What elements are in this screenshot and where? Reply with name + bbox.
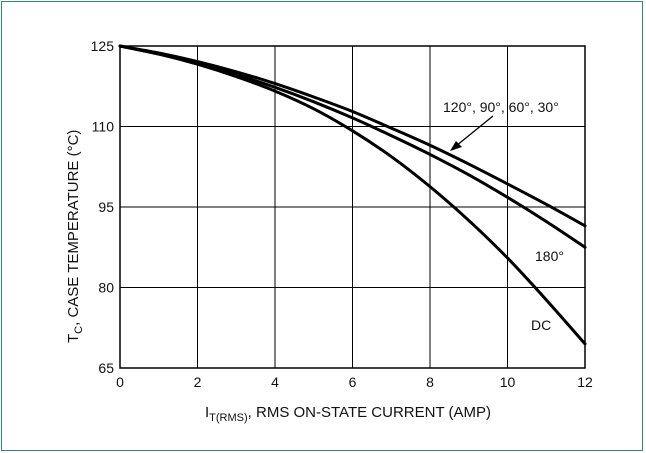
y-axis-title-main: T xyxy=(65,334,82,343)
annotation-arrowhead xyxy=(450,141,462,151)
y-axis-title-rest: , CASE TEMPERATURE (°C) xyxy=(65,130,82,326)
series-line-3 xyxy=(118,44,587,346)
x-tick-label: 6 xyxy=(349,374,357,390)
tick-labels: 0 2 4 6 8 10 12 65 80 95 110 125 xyxy=(91,38,593,390)
series-line-1 xyxy=(118,44,587,228)
y-tick-label: 95 xyxy=(98,199,114,215)
x-tick-label: 4 xyxy=(271,374,279,390)
y-tick-label: 80 xyxy=(98,280,114,296)
x-axis-title-main: I xyxy=(205,404,209,421)
x-axis-title-rest: , RMS ON-STATE CURRENT (AMP) xyxy=(248,404,491,421)
x-tick-label: 10 xyxy=(500,374,516,390)
y-axis-title: TC, CASE TEMPERATURE (°C) xyxy=(65,130,85,343)
plot-area-border xyxy=(119,45,586,369)
y-tick-label: 125 xyxy=(91,38,115,54)
x-tick-label: 12 xyxy=(577,374,593,390)
y-tick-label: 65 xyxy=(98,360,114,376)
annotation-180: 180° xyxy=(535,248,564,264)
y-axis-title-sub: C xyxy=(73,326,85,334)
curves xyxy=(118,44,587,346)
annotation-arrow-shaft xyxy=(455,115,494,147)
x-tick-label: 8 xyxy=(426,374,434,390)
grid xyxy=(119,45,586,369)
x-tick-label: 2 xyxy=(194,374,202,390)
annotation-dc: DC xyxy=(531,317,551,333)
x-axis-title-sub: T(RMS) xyxy=(209,412,248,424)
x-axis-title: IT(RMS), RMS ON-STATE CURRENT (AMP) xyxy=(205,404,491,424)
y-tick-label: 110 xyxy=(92,119,115,135)
x-tick-label: 0 xyxy=(116,374,124,390)
annotation-multi-angle: 120°, 90°, 60°, 30° xyxy=(443,99,559,115)
